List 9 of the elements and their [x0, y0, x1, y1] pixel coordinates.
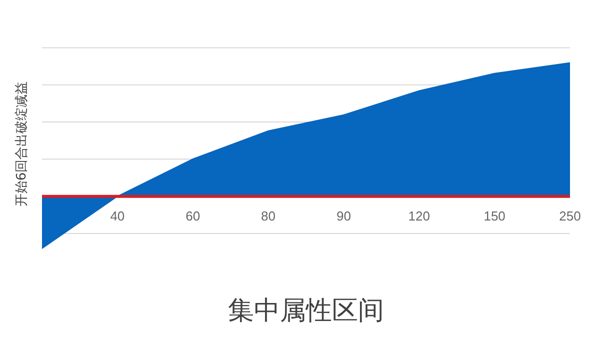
- x-tick-label: 120: [408, 208, 430, 224]
- x-tick-label: 150: [484, 208, 506, 224]
- x-tick-label: 80: [261, 208, 276, 224]
- x-tick-label: 90: [336, 208, 351, 224]
- x-axis-title: 集中属性区间: [228, 296, 384, 326]
- x-tick-label: 60: [186, 208, 200, 224]
- x-tick-label: 250: [559, 208, 581, 224]
- x-tick-label: 40: [110, 208, 125, 224]
- y-axis-title: 开始6回合出破绽减益: [14, 80, 31, 206]
